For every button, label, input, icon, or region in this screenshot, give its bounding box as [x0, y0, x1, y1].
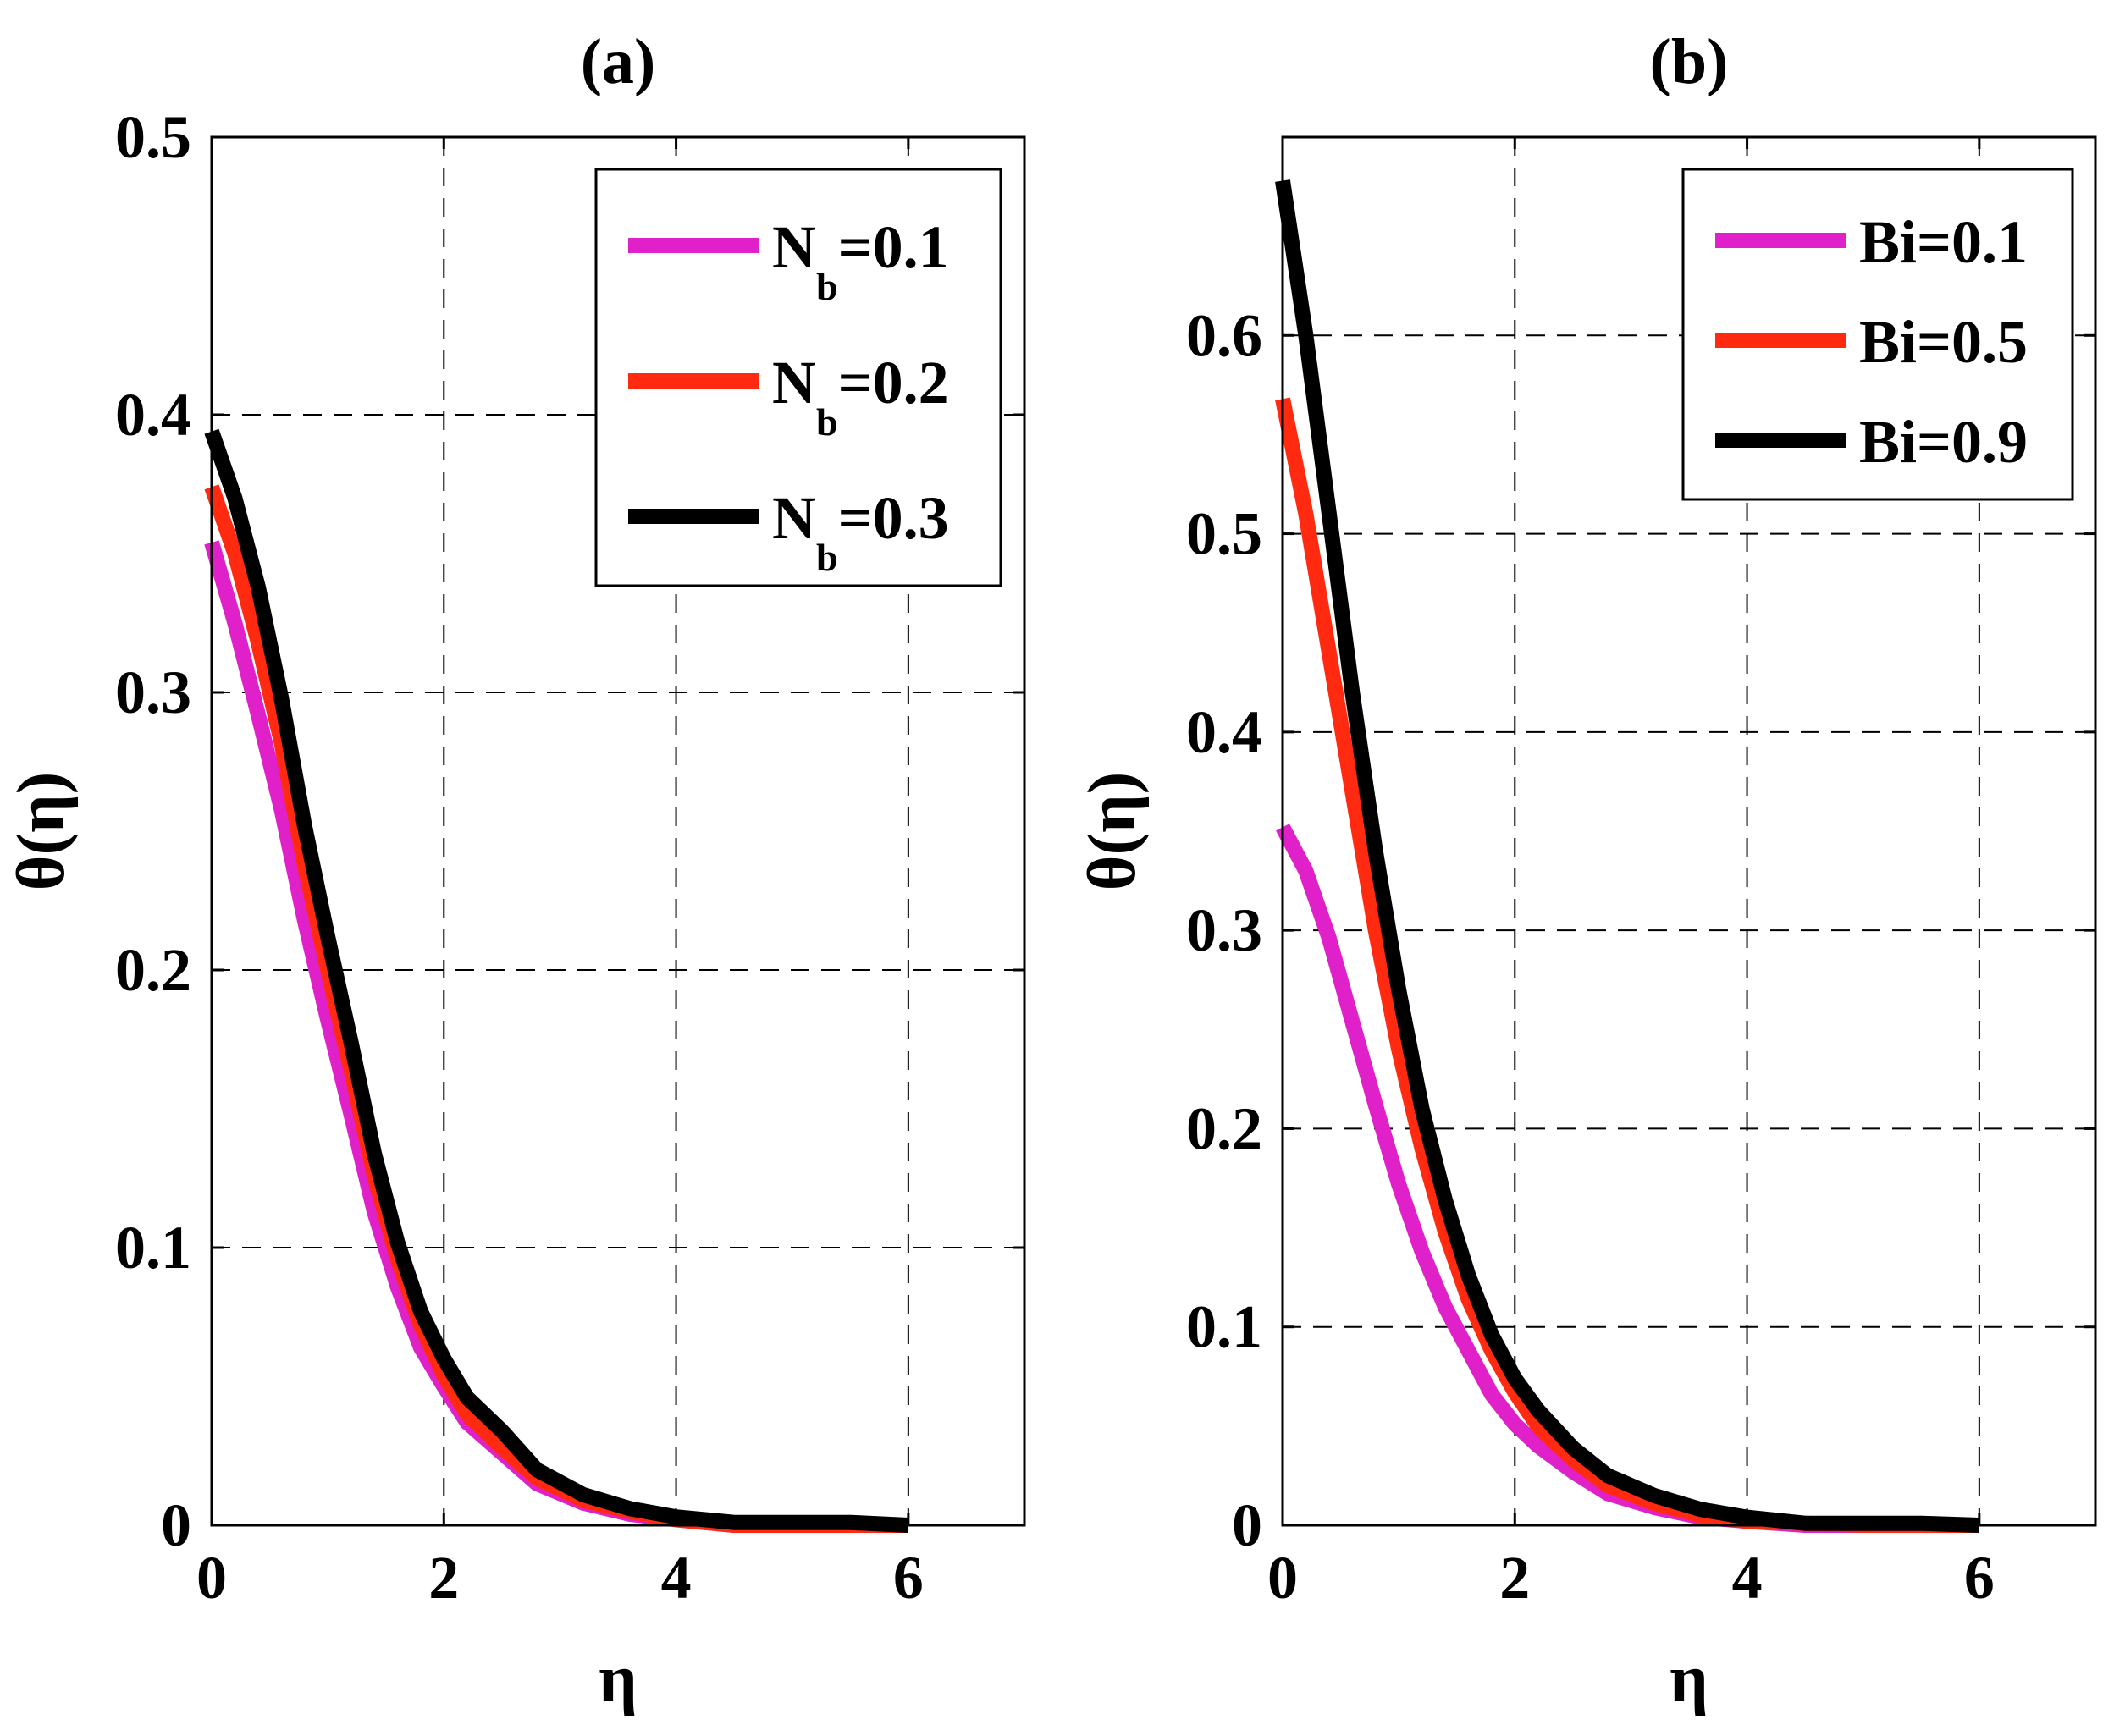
y-tick-label: 0.2: [115, 936, 191, 1004]
legend-label: Nb=0.1: [772, 213, 949, 308]
panel-title: (b): [1650, 26, 1729, 97]
legend: Bi=0.1 Bi=0.5 Bi=0.9: [1681, 168, 2074, 501]
panel-b: 0 2 4 600.10.20.30.40.50.6(b)ηθ(η)Bi=0.1Bi=…: [1075, 26, 2097, 1717]
legend-label: Nb=0.3: [772, 484, 949, 579]
y-tick-label: 0.5: [1186, 500, 1262, 568]
x-tick-label: 0: [1267, 1544, 1298, 1612]
legend-label: Bi=0.5: [1859, 308, 2028, 376]
legend-label-main: N: [772, 484, 816, 552]
y-tick-label: 0.2: [1186, 1094, 1262, 1162]
legend-label-subscript: b: [816, 400, 838, 444]
legend-label-main: Bi=0.1: [1859, 208, 2028, 276]
y-axis-label: θ(η): [1075, 772, 1150, 890]
x-tick-label: 4: [661, 1544, 692, 1612]
legend-label-value: =0.1: [838, 213, 949, 281]
x-axis-label: η: [1670, 1642, 1708, 1717]
series-line-n-b-0-3: [204, 428, 909, 1533]
y-tick-label: 0.3: [115, 659, 191, 726]
legend-label-main: Bi=0.5: [1859, 308, 2028, 376]
x-tick-label: 4: [1732, 1544, 1763, 1612]
y-tick-label: 0.1: [1186, 1293, 1262, 1361]
y-tick-label: 0.5: [115, 103, 191, 171]
x-tick-label: 2: [1499, 1544, 1530, 1612]
y-tick-label: 0: [1232, 1491, 1262, 1559]
x-tick-label: 6: [893, 1544, 924, 1612]
plot-frame: [1281, 135, 2097, 1527]
y-tick-label: 0.4: [115, 381, 191, 449]
legend-label-value: =0.2: [838, 349, 949, 416]
y-tick-label: 0.4: [1186, 698, 1262, 766]
panel-title: (a): [581, 26, 656, 97]
legend-label-main: N: [772, 349, 816, 416]
legend: Nb=0.1Nb=0.2Nb=0.3: [594, 168, 1002, 587]
legend-label-main: N: [772, 213, 816, 281]
legend-label: Bi=0.9: [1859, 408, 2028, 476]
series-line-bi-0-9: [1275, 179, 1980, 1533]
y-tick-label: 0.1: [115, 1214, 191, 1281]
x-tick-label: 6: [1964, 1544, 1995, 1612]
legend-label-value: =0.3: [838, 484, 949, 552]
y-tick-label: 0: [161, 1491, 191, 1559]
legend-label: Bi=0.1: [1859, 208, 2028, 276]
x-tick-label: 2: [428, 1544, 459, 1612]
plot-frame: [210, 135, 1026, 1527]
x-tick-label: 0: [196, 1544, 227, 1612]
legend-label-subscript: b: [816, 536, 838, 579]
x-axis-label: η: [599, 1642, 637, 1717]
legend-label-subscript: b: [816, 265, 838, 308]
y-axis-label: θ(η): [4, 772, 79, 890]
panel-a: 0 2 4 600.10.20.30.40.5(a)ηθ(η)Nb=0.1Nb=0.2…: [4, 26, 1026, 1717]
y-tick-label: 0.6: [1186, 301, 1262, 369]
y-tick-label: 0.3: [1186, 896, 1262, 964]
legend-label: Nb=0.2: [772, 349, 949, 444]
legend-label-main: Bi=0.9: [1859, 408, 2028, 476]
